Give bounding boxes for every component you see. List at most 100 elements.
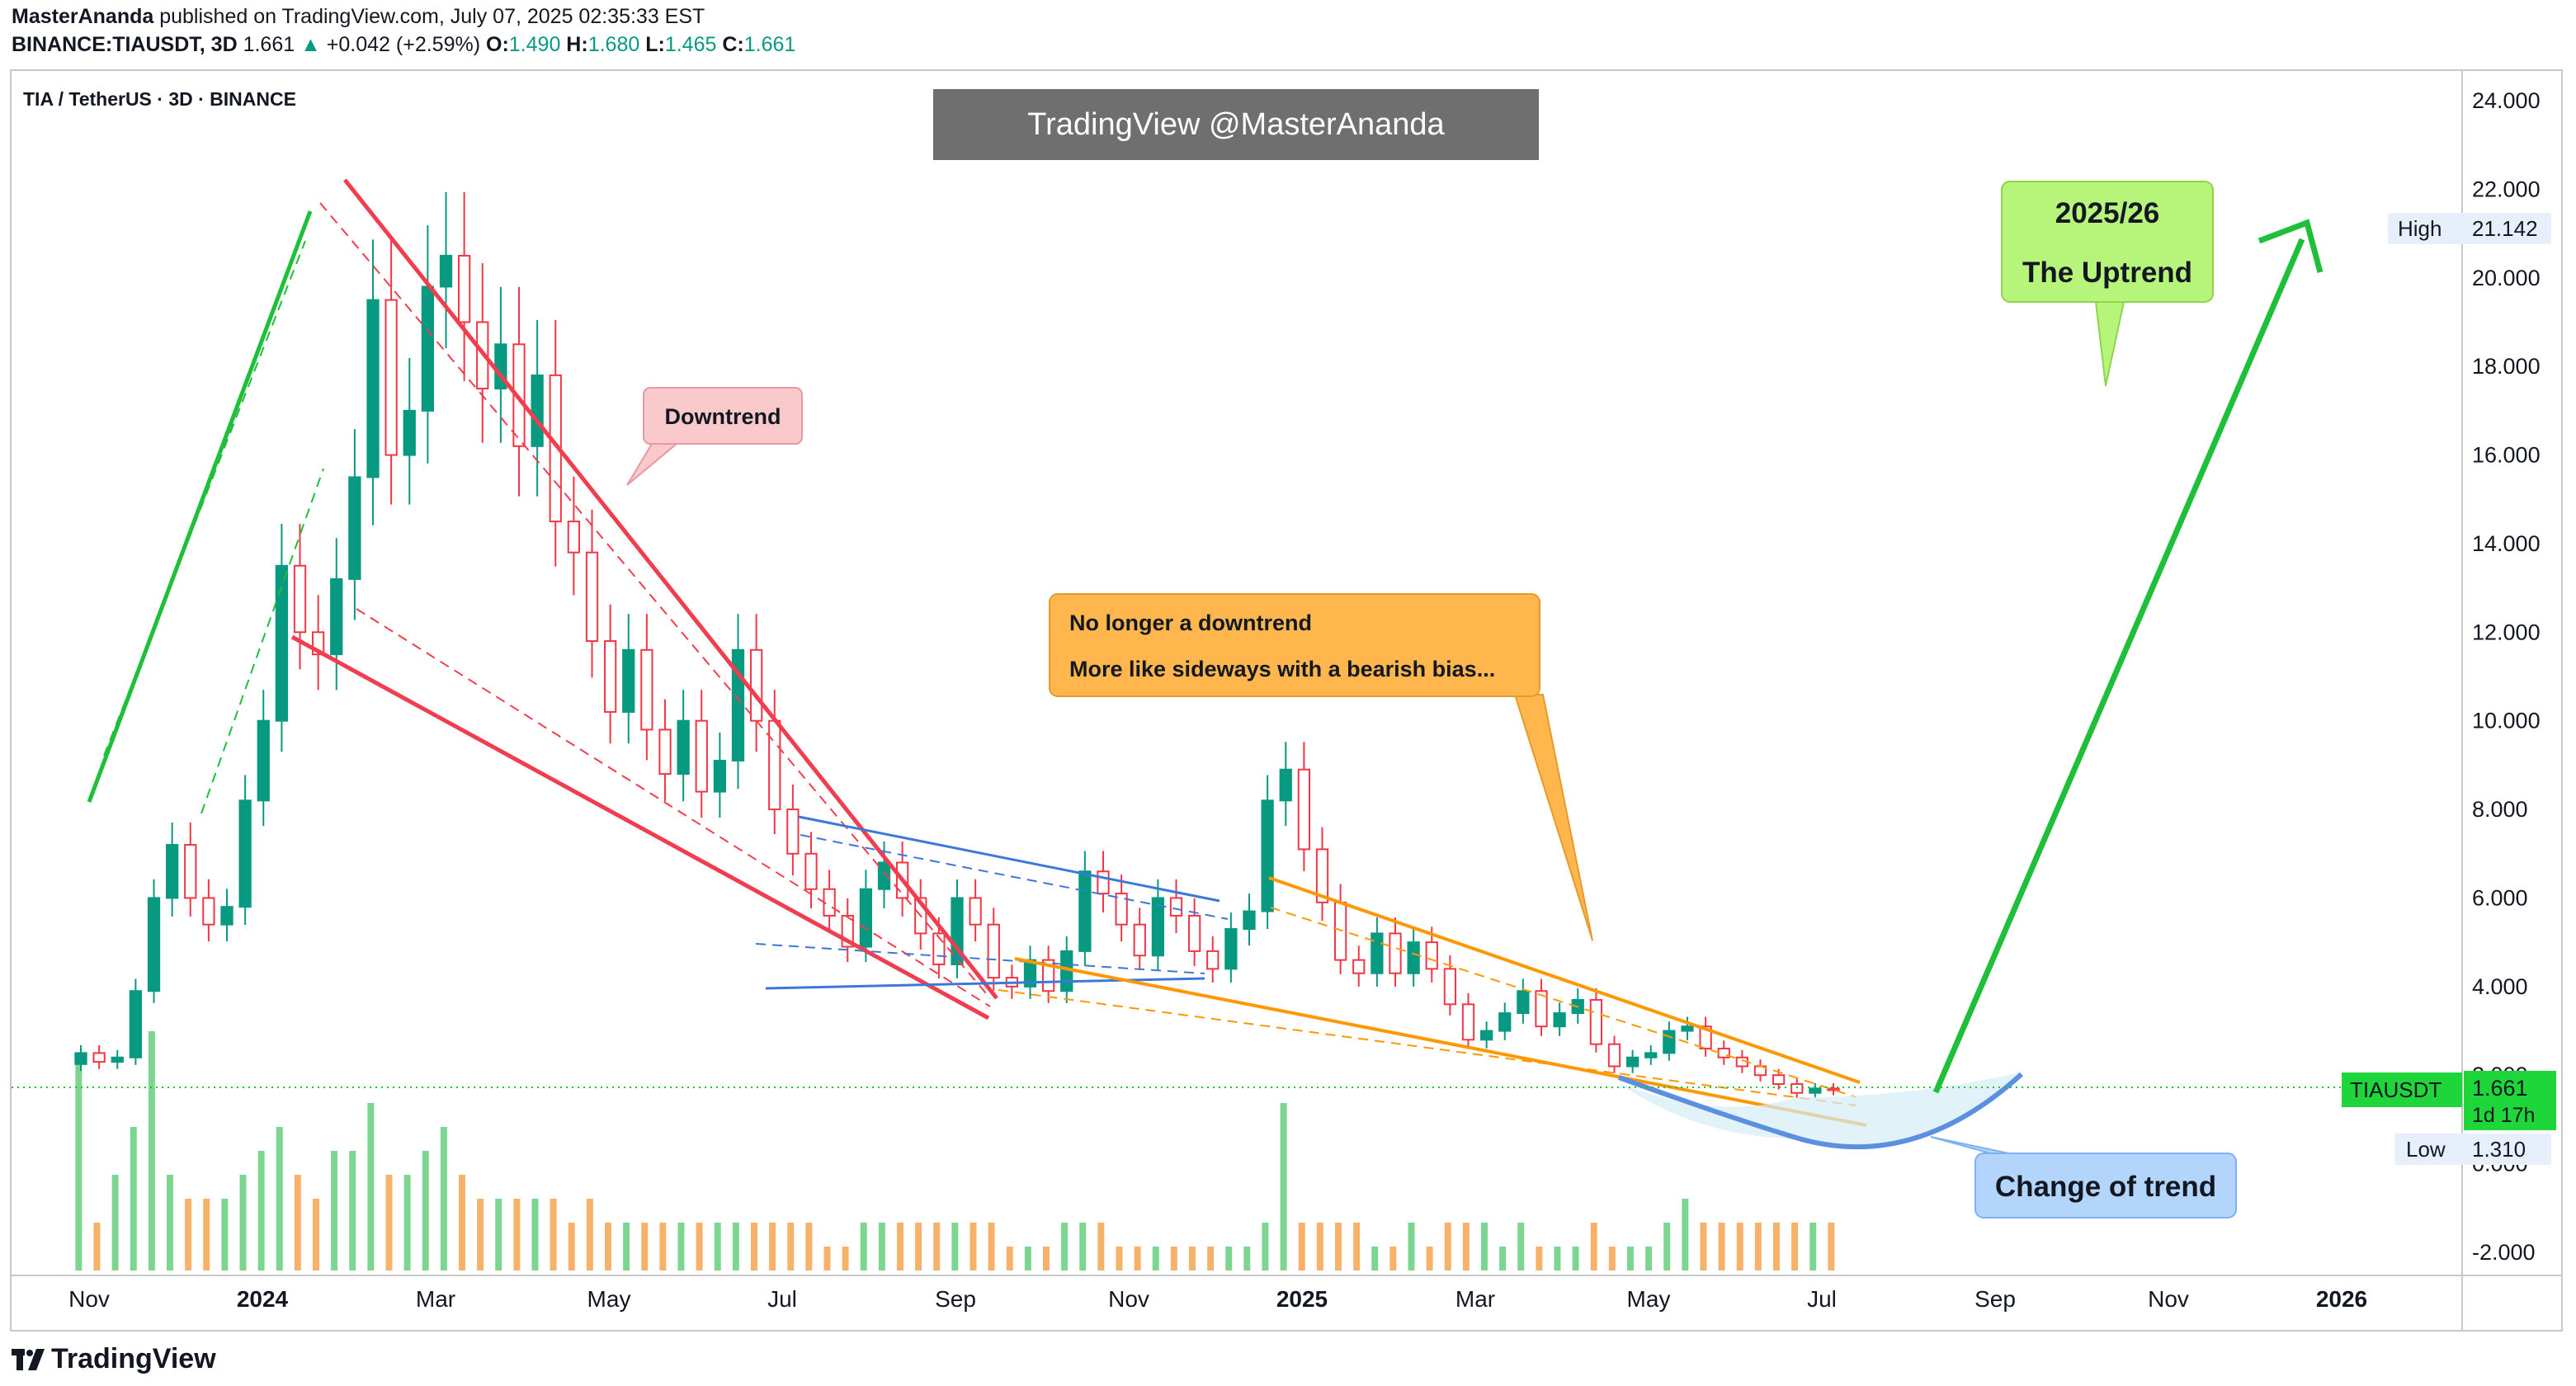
volume-bar bbox=[823, 1247, 831, 1270]
candle-body bbox=[1352, 959, 1366, 974]
candle-body bbox=[1279, 768, 1292, 802]
high-label: H: bbox=[566, 33, 588, 56]
volume-bar bbox=[349, 1151, 356, 1270]
blue-dashed-upper bbox=[800, 834, 1229, 920]
candle-body bbox=[257, 719, 270, 802]
volume-bar bbox=[1772, 1223, 1780, 1270]
volume-bar bbox=[1389, 1247, 1397, 1270]
candle-body bbox=[768, 719, 781, 811]
tradingview-logo[interactable]: TradingView bbox=[12, 1343, 216, 1375]
candle-body bbox=[1625, 1056, 1639, 1068]
candle-body bbox=[1333, 901, 1347, 961]
chart-title: TIA / TetherUS · 3D · BINANCE bbox=[23, 88, 296, 110]
volume-bar bbox=[276, 1127, 283, 1270]
volume-bar bbox=[495, 1199, 502, 1270]
volume-bar bbox=[367, 1103, 375, 1270]
volume-bar bbox=[1243, 1247, 1251, 1270]
candle-body bbox=[275, 564, 289, 722]
candle-body bbox=[1589, 998, 1603, 1045]
publish-info: MasterAnanda published on TradingView.co… bbox=[12, 5, 705, 29]
candle-body bbox=[1315, 848, 1329, 903]
annotation-change-of-trend: Change of trend bbox=[1930, 1136, 2237, 1219]
red-dashed-line-2 bbox=[356, 608, 991, 1007]
low-label: L: bbox=[645, 33, 665, 56]
candle-body bbox=[293, 564, 307, 634]
chart-frame bbox=[10, 69, 2563, 1332]
candle-body bbox=[1681, 1025, 1694, 1032]
volume-bar bbox=[933, 1223, 941, 1270]
volume-bar bbox=[257, 1151, 265, 1270]
green-trend-line bbox=[87, 210, 313, 803]
candle-body bbox=[1187, 914, 1201, 952]
time-tick-label: Sep bbox=[935, 1286, 976, 1312]
candle-body bbox=[804, 852, 818, 890]
volume-bar bbox=[988, 1223, 995, 1270]
sideways-line-2: More like sideways with a bearish bias..… bbox=[1069, 657, 1495, 681]
volume-bar bbox=[1480, 1223, 1488, 1270]
price-tick-label: 14.000 bbox=[2472, 531, 2541, 556]
volume-bar bbox=[951, 1223, 959, 1270]
volume-bar bbox=[185, 1199, 192, 1270]
volume-bar bbox=[1462, 1223, 1470, 1270]
uptrend-title: The Uptrend bbox=[2022, 257, 2192, 289]
volume-bar bbox=[1061, 1223, 1069, 1270]
volume-bar bbox=[641, 1223, 649, 1270]
volume-bar bbox=[1682, 1199, 1689, 1270]
open-label: O: bbox=[486, 33, 509, 56]
volume-bar bbox=[1079, 1223, 1087, 1270]
candle-body bbox=[1790, 1082, 1804, 1094]
candle-body bbox=[1206, 950, 1220, 970]
candle-body bbox=[1407, 941, 1420, 974]
candle-body bbox=[603, 640, 617, 713]
annotation-uptrend: 2025/26 The Uptrend bbox=[2001, 181, 2214, 387]
candle-body bbox=[1261, 799, 1274, 912]
volume-bar bbox=[787, 1223, 795, 1270]
candle-body bbox=[1243, 910, 1256, 931]
candle-body bbox=[403, 409, 416, 456]
volume-bar bbox=[896, 1223, 903, 1270]
volume-bar bbox=[1225, 1247, 1233, 1270]
volume-bar bbox=[1444, 1223, 1451, 1270]
candle-body bbox=[640, 648, 653, 731]
volume-bar bbox=[75, 1055, 83, 1270]
price-tick-label: 8.000 bbox=[2472, 797, 2528, 822]
volume-bar bbox=[1207, 1247, 1215, 1270]
candle-body bbox=[877, 861, 891, 890]
candle-body bbox=[1169, 897, 1183, 917]
green-dashed-line-1 bbox=[103, 240, 306, 757]
change-value: +0.042 (+2.59%) bbox=[326, 33, 481, 56]
price-tick-label: 12.000 bbox=[2472, 620, 2541, 644]
candle-body bbox=[184, 844, 197, 899]
candle-body bbox=[1425, 941, 1438, 970]
volume-bar bbox=[440, 1127, 447, 1270]
publish-text: published on TradingView.com, July 07, 2… bbox=[159, 5, 705, 28]
volume-bar bbox=[1188, 1247, 1196, 1270]
volume-bars bbox=[75, 1031, 1835, 1270]
volume-bar bbox=[714, 1223, 721, 1270]
volume-bar bbox=[1371, 1247, 1379, 1270]
close-label: C: bbox=[722, 33, 744, 56]
candle-body bbox=[1772, 1074, 1786, 1085]
high-marker-label: High bbox=[2398, 216, 2442, 241]
volume-bar bbox=[1152, 1247, 1159, 1270]
volume-bar bbox=[1645, 1247, 1653, 1270]
volume-bar bbox=[696, 1223, 703, 1270]
sideways-box bbox=[1049, 593, 1540, 697]
volume-bar bbox=[604, 1223, 611, 1270]
last-price-marker: TIAUSDT 1.661 1d 17h bbox=[2342, 1071, 2556, 1130]
volume-bar bbox=[422, 1151, 429, 1270]
volume-bar bbox=[513, 1199, 521, 1270]
blue-dashed-lower bbox=[755, 943, 1205, 974]
volume-bar bbox=[458, 1175, 465, 1270]
volume-bar bbox=[860, 1223, 867, 1270]
volume-bar bbox=[1608, 1247, 1616, 1270]
volume-bar bbox=[1554, 1247, 1561, 1270]
price-tick-label: 22.000 bbox=[2472, 177, 2541, 201]
candle-body bbox=[202, 897, 215, 926]
volume-bar bbox=[878, 1223, 885, 1270]
time-tick-label: May bbox=[587, 1286, 631, 1312]
change-pointer bbox=[1930, 1136, 2017, 1156]
candle-body bbox=[585, 551, 599, 643]
candle-body bbox=[1663, 1030, 1676, 1054]
